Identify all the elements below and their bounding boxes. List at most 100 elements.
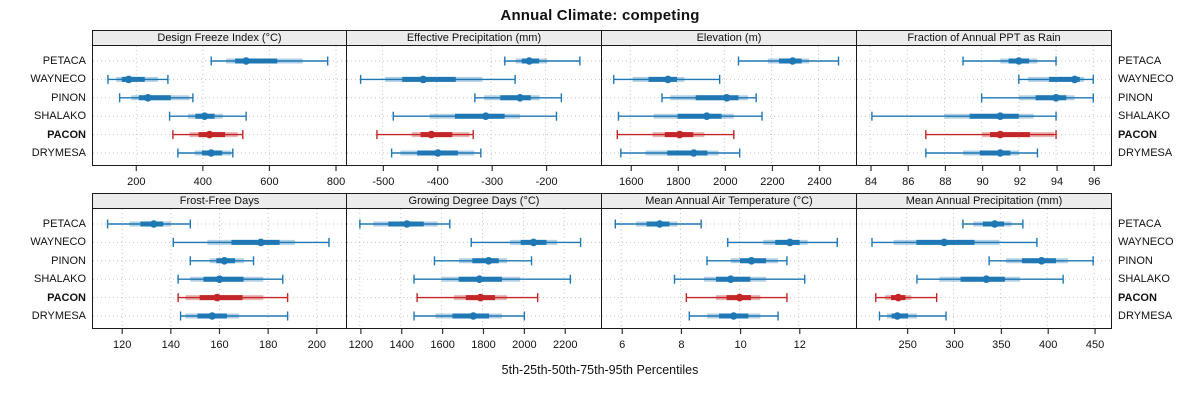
tick-label: 350: [992, 339, 1010, 351]
tick-label: 180: [259, 339, 277, 351]
tick-label: 140: [162, 339, 180, 351]
median-dot: [996, 112, 1005, 120]
site-label: WAYNECO: [30, 73, 86, 86]
panel-x-axis: 1600 1800 2000 2200 2400: [602, 166, 857, 193]
panel-title-strip: Mean Annual Air Temperature (°C): [602, 193, 857, 208]
median-dot: [689, 149, 698, 157]
panel-canvas: [857, 209, 1110, 328]
plot-title: Annual Climate: competing: [500, 6, 700, 24]
site-labels-left: PETACA WAYNECO PINON SHALAKO PACON DRYMESA: [0, 193, 92, 356]
panel: Mean Annual Air Temperature (°C) 6 8 10 12: [602, 193, 857, 356]
median-dot: [403, 220, 411, 228]
panel-body: [92, 45, 347, 166]
panel-x-axis: -500 -400 -300 -200: [347, 166, 602, 193]
panel: Frost-Free Days 120 140 160 180 200: [92, 193, 347, 356]
median-dot: [786, 238, 794, 247]
median-dot: [257, 238, 265, 247]
median-dot: [1037, 257, 1046, 265]
panel-x-axis: 200 400 600 800: [92, 166, 347, 193]
site-label: PACON: [1118, 128, 1157, 141]
panel-canvas: [602, 209, 855, 328]
site-label: DRYMESA: [31, 310, 86, 322]
site-label: PETACA: [42, 55, 86, 67]
tick-label: 2000: [713, 176, 737, 188]
axis-canvas: 84 86 88 90 92 94 96: [865, 166, 1100, 188]
tick-label: 300: [945, 339, 963, 351]
median-dot: [982, 275, 991, 283]
panel-body: [602, 45, 857, 166]
tick-label: 1800: [471, 339, 495, 351]
panel-x-axis: 250 300 350 400 450: [857, 329, 1112, 356]
axis-canvas: 200 400 600 800: [127, 166, 345, 188]
tick-label: 1800: [666, 176, 690, 188]
tick-label: 12: [794, 339, 806, 351]
median-dot: [664, 75, 672, 84]
panel-row-top: PETACA WAYNECO PINON SHALAKO PACON DRYMESA Des…: [0, 30, 1200, 193]
median-dot: [996, 149, 1005, 157]
median-dot: [475, 275, 484, 283]
panel: Design Freeze Index (°C) 200 400 600 800: [92, 30, 347, 193]
median-dot: [996, 130, 1005, 139]
site-label: DRYMESA: [31, 147, 86, 159]
panel-title-strip: Fraction of Annual PPT as Rain: [857, 30, 1112, 45]
panel-canvas: [602, 46, 855, 165]
site-label: SHALAKO: [34, 110, 86, 123]
median-dot: [476, 293, 485, 302]
tick-label: 200: [308, 339, 326, 351]
tick-label: -400: [427, 176, 449, 188]
site-label: PINON: [1118, 91, 1153, 104]
tick-label: -300: [481, 176, 503, 188]
panel-title-strip: Frost-Free Days: [92, 193, 347, 208]
axis-canvas: 250 300 350 400 450: [898, 329, 1104, 351]
median-dot: [529, 238, 538, 247]
median-dot: [655, 220, 664, 228]
tick-label: 10: [734, 339, 746, 351]
median-dot: [1070, 75, 1079, 84]
panel-title-strip: Design Freeze Index (°C): [92, 30, 347, 45]
median-dot: [419, 75, 427, 84]
panel-x-axis: 6 8 10 12: [602, 329, 857, 356]
axis-canvas: -500 -400 -300 -200: [372, 166, 558, 188]
median-dot: [215, 275, 224, 283]
tick-label: 800: [327, 176, 345, 188]
tick-label: 1400: [390, 339, 414, 351]
median-dot: [242, 57, 250, 65]
tick-label: 1600: [430, 339, 454, 351]
median-dot: [144, 94, 152, 102]
tick-label: -200: [536, 176, 558, 188]
panel-body: [857, 45, 1112, 166]
median-dot: [726, 275, 735, 283]
median-dot: [940, 238, 948, 247]
tick-label: 2200: [553, 339, 577, 351]
site-labels-left: PETACA WAYNECO PINON SHALAKO PACON DRYMESA: [0, 30, 92, 193]
panel-row-bottom: PETACA WAYNECO PINON SHALAKO PACON DRYMESA Fro…: [0, 193, 1200, 356]
panel-title-strip: Effective Precipitation (mm): [347, 30, 602, 45]
site-label: PINON: [51, 254, 86, 267]
axis-canvas: 120 140 160 180 200: [113, 329, 326, 351]
tick-label: 84: [865, 176, 877, 188]
axis-canvas: 6 8 10 12: [619, 329, 806, 351]
median-dot: [150, 220, 158, 228]
median-dot: [788, 57, 797, 65]
median-dot: [525, 57, 534, 65]
panel-x-axis: 120 140 160 180 200: [92, 329, 347, 356]
tick-label: 600: [260, 176, 278, 188]
median-dot: [729, 312, 738, 320]
tick-label: 200: [127, 176, 145, 188]
site-label: PACON: [47, 128, 86, 141]
tick-label: 2000: [512, 339, 536, 351]
panel-title-strip: Mean Annual Precipitation (mm): [857, 193, 1112, 208]
tick-label: 250: [898, 339, 916, 351]
median-dot: [747, 257, 756, 265]
panel-canvas: [93, 209, 346, 328]
median-dot: [894, 293, 903, 302]
tick-label: 94: [1051, 176, 1063, 188]
median-dot: [213, 293, 221, 302]
panel-body: [92, 208, 347, 329]
median-dot: [481, 112, 490, 120]
median-dot: [1052, 94, 1060, 102]
tick-label: 6: [619, 339, 625, 351]
site-label: WAYNECO: [1118, 236, 1174, 249]
site-label: PACON: [47, 291, 86, 304]
